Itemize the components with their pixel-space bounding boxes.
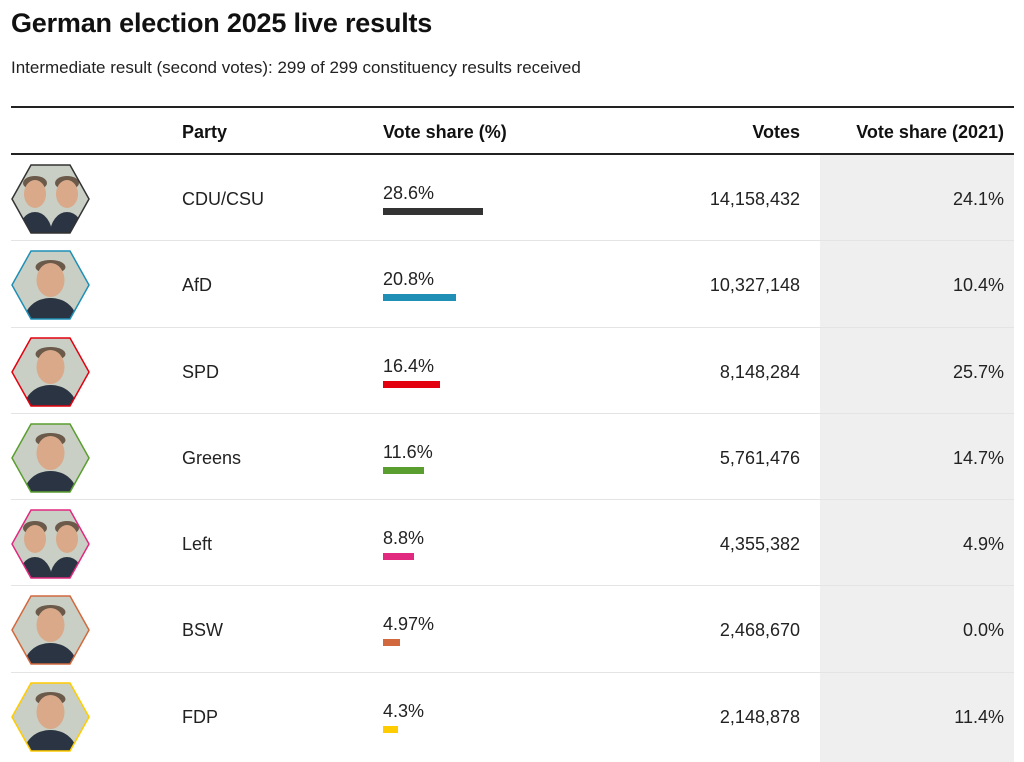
table-row: SPD 16.4% 8,148,284 25.7% — [11, 328, 1014, 414]
table-header: Party Vote share (%) Votes Vote share (2… — [11, 106, 1014, 155]
candidate-portrait — [11, 423, 90, 493]
table-row: CDU/CSU 28.6% 14,158,432 24.1% — [11, 155, 1014, 242]
page-title: German election 2025 live results — [11, 8, 433, 38]
party-name: FDP — [182, 706, 218, 727]
party-name: Greens — [182, 447, 242, 468]
votes-count: 2,148,878 — [719, 706, 800, 727]
party-name: Left — [182, 534, 213, 555]
vote-share-label: 8.8% — [383, 528, 425, 549]
header-votes: Votes — [752, 122, 800, 142]
party-name: AfD — [182, 275, 213, 296]
candidate-portrait — [11, 595, 90, 666]
vote-share-label: 4.97% — [383, 614, 435, 635]
table-row: Left 8.8% 4,355,382 4.9% — [11, 500, 1014, 587]
page-subtitle: Intermediate result (second votes): 299 … — [11, 58, 581, 77]
candidate-portrait — [11, 250, 90, 321]
votes-count: 2,468,670 — [719, 620, 800, 641]
vote-share-label: 11.6% — [383, 441, 433, 462]
candidate-portrait — [11, 336, 90, 407]
header-vote-share: Vote share (%) — [383, 122, 507, 142]
vote-share-bar — [383, 466, 424, 474]
vote-share-label: 4.3% — [383, 700, 425, 721]
vote-share-2021: 0.0% — [962, 620, 1004, 641]
vote-share-bar — [383, 208, 483, 215]
header-vote-share-2021: Vote share (2021) — [856, 122, 1004, 142]
previous-share-column-shade — [820, 155, 1014, 762]
vote-share-label: 20.8% — [383, 269, 435, 290]
party-name: SPD — [182, 361, 220, 382]
candidate-portrait — [11, 164, 90, 234]
vote-share-2021: 11.4% — [954, 706, 1004, 727]
party-name: CDU/CSU — [182, 189, 265, 209]
vote-share-bar — [383, 553, 414, 561]
header-party: Party — [182, 122, 228, 142]
table-row: AfD 20.8% 10,327,148 10.4% — [11, 241, 1014, 328]
results-table: Party Vote share (%) Votes Vote share (2… — [11, 106, 1014, 762]
table-body: CDU/CSU 28.6% 14,158,432 24.1% AfD 20.8% 10,32… — [11, 155, 1014, 759]
vote-share-2021: 10.4% — [952, 275, 1004, 296]
votes-count: 4,355,382 — [719, 534, 800, 555]
vote-share-2021: 25.7% — [952, 361, 1004, 382]
candidate-portrait — [11, 682, 90, 752]
vote-share-2021: 4.9% — [962, 534, 1004, 555]
votes-count: 5,761,476 — [719, 447, 800, 468]
vote-share-bar — [383, 725, 399, 733]
table-row: Greens 11.6% 5,761,476 14.7% — [11, 414, 1014, 501]
votes-count: 14,158,432 — [709, 189, 800, 209]
table-row: FDP 4.3% 2,148,878 11.4% — [11, 673, 1014, 759]
vote-share-2021: 14.7% — [952, 447, 1004, 468]
votes-count: 8,148,284 — [719, 361, 800, 382]
vote-share-2021: 24.1% — [952, 189, 1004, 209]
votes-count: 10,327,148 — [709, 275, 800, 296]
candidate-portrait — [11, 509, 90, 579]
table-row: BSW 4.97% 2,468,670 0.0% — [11, 586, 1014, 673]
vote-share-bar — [383, 380, 441, 388]
vote-share-label: 28.6% — [383, 183, 435, 203]
party-name: BSW — [182, 620, 224, 641]
vote-share-label: 16.4% — [383, 355, 435, 376]
vote-share-bar — [383, 639, 401, 647]
vote-share-bar — [383, 294, 456, 302]
